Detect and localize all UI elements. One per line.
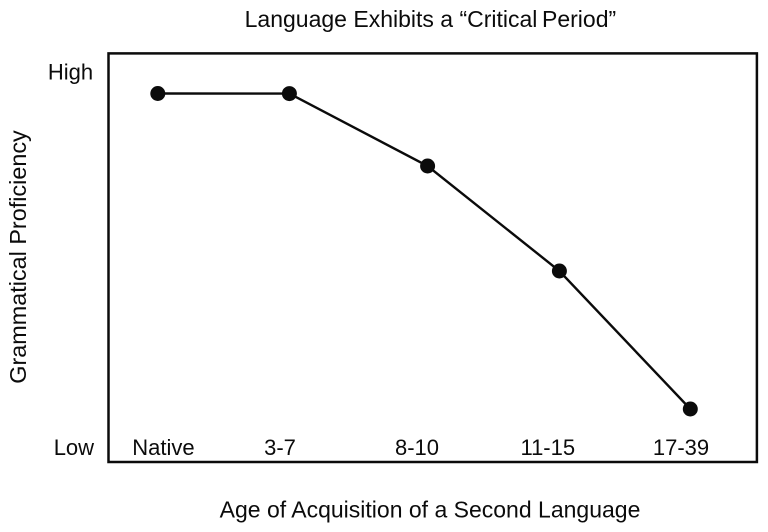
svg-text:Low: Low [54,435,94,460]
svg-text:11-15: 11-15 [520,435,575,460]
svg-text:Language Exhibits a “Critical: Language Exhibits a “Critical Period” [245,6,617,32]
svg-text:Native: Native [132,435,194,460]
svg-text:Age of Acquisition of a Second: Age of Acquisition of a Second Language [220,496,641,522]
svg-text:3-7: 3-7 [264,435,296,460]
svg-text:Grammatical Proficiency: Grammatical Proficiency [5,130,31,384]
svg-text:High: High [48,60,93,85]
svg-text:8-10: 8-10 [395,435,439,460]
svg-text:17-39: 17-39 [653,435,709,460]
